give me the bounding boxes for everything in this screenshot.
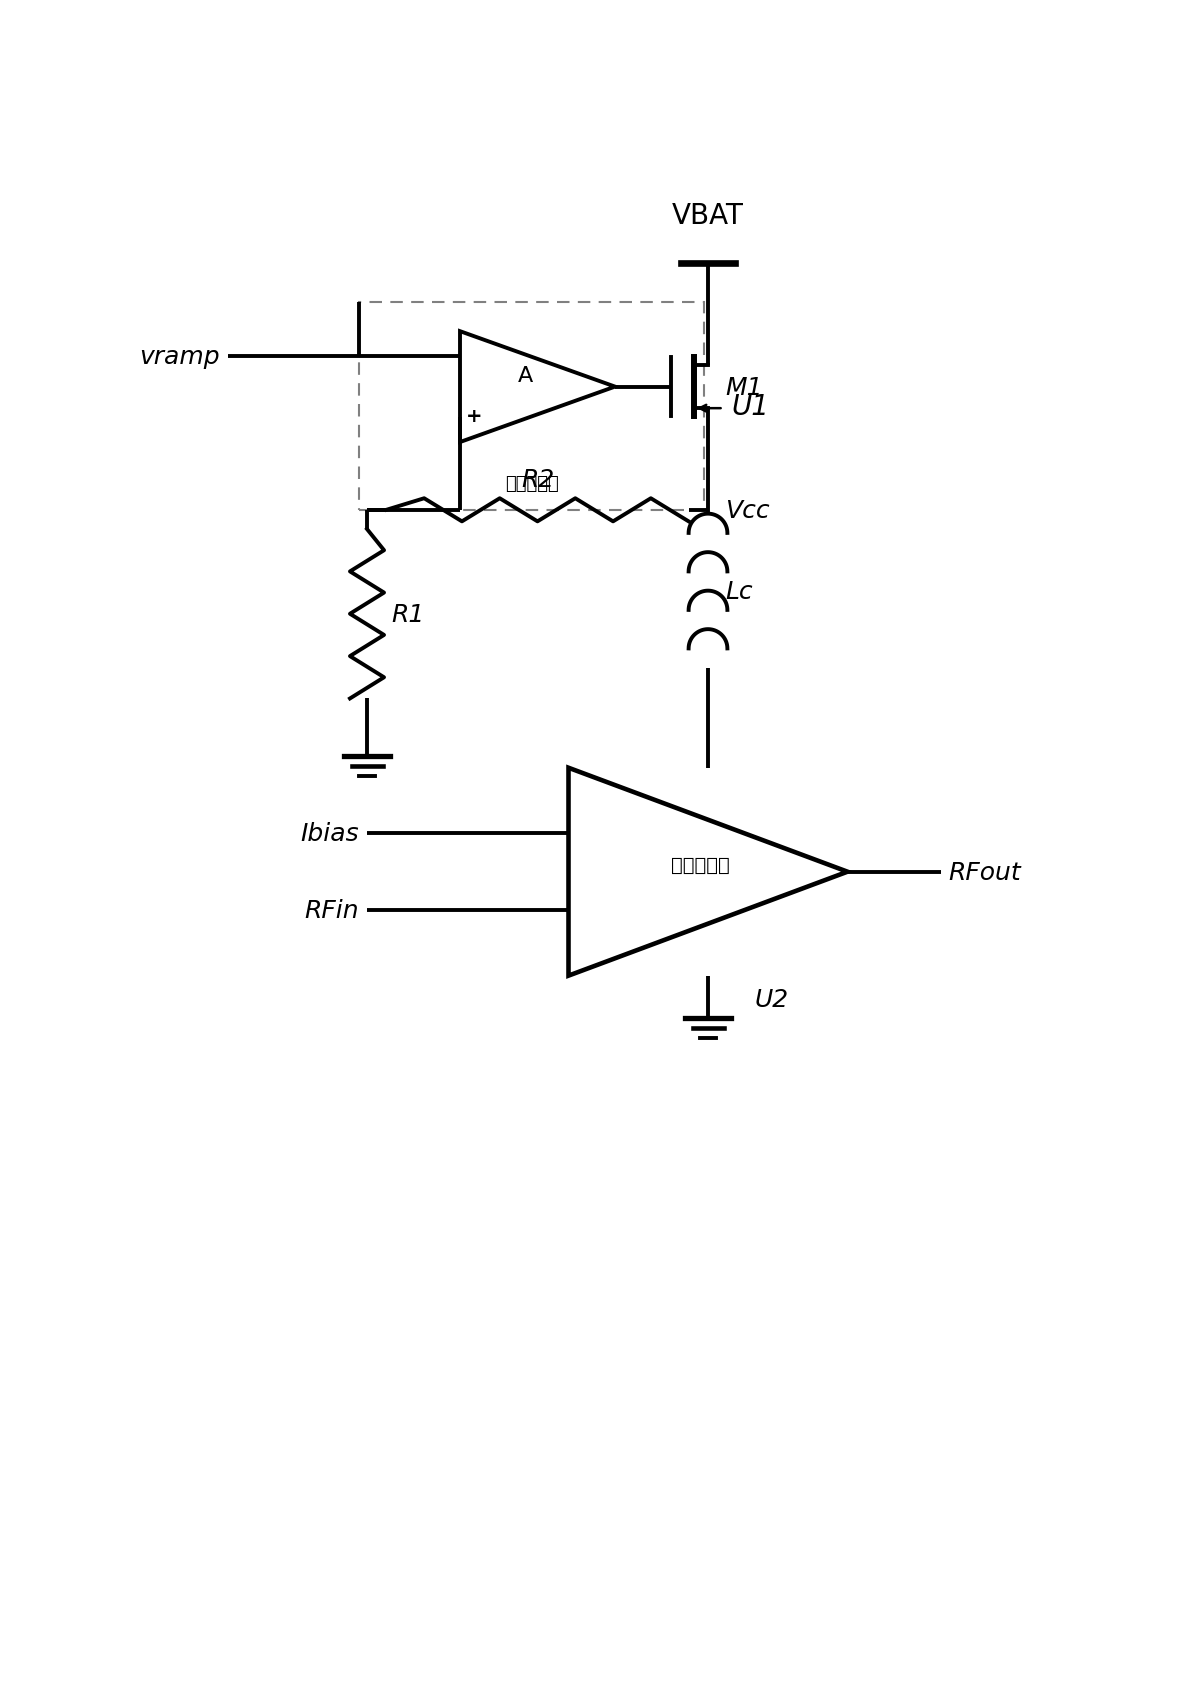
Text: M1: M1 xyxy=(725,375,762,399)
Text: RFout: RFout xyxy=(948,860,1021,883)
Text: U1: U1 xyxy=(731,392,769,421)
Text: U2: U2 xyxy=(755,988,788,1012)
Text: 线性稳压器: 线性稳压器 xyxy=(505,475,558,493)
Text: Lc: Lc xyxy=(725,579,752,603)
Text: 功率放大器: 功率放大器 xyxy=(671,855,730,873)
Text: R2: R2 xyxy=(521,468,554,491)
Text: R1: R1 xyxy=(391,603,425,627)
Text: Vcc: Vcc xyxy=(725,498,769,522)
Text: RFin: RFin xyxy=(305,899,359,922)
Text: vramp: vramp xyxy=(139,345,220,368)
Text: Ibias: Ibias xyxy=(301,823,359,846)
Text: A: A xyxy=(518,367,534,385)
Text: +: + xyxy=(466,407,482,426)
Text: VBAT: VBAT xyxy=(672,201,744,230)
